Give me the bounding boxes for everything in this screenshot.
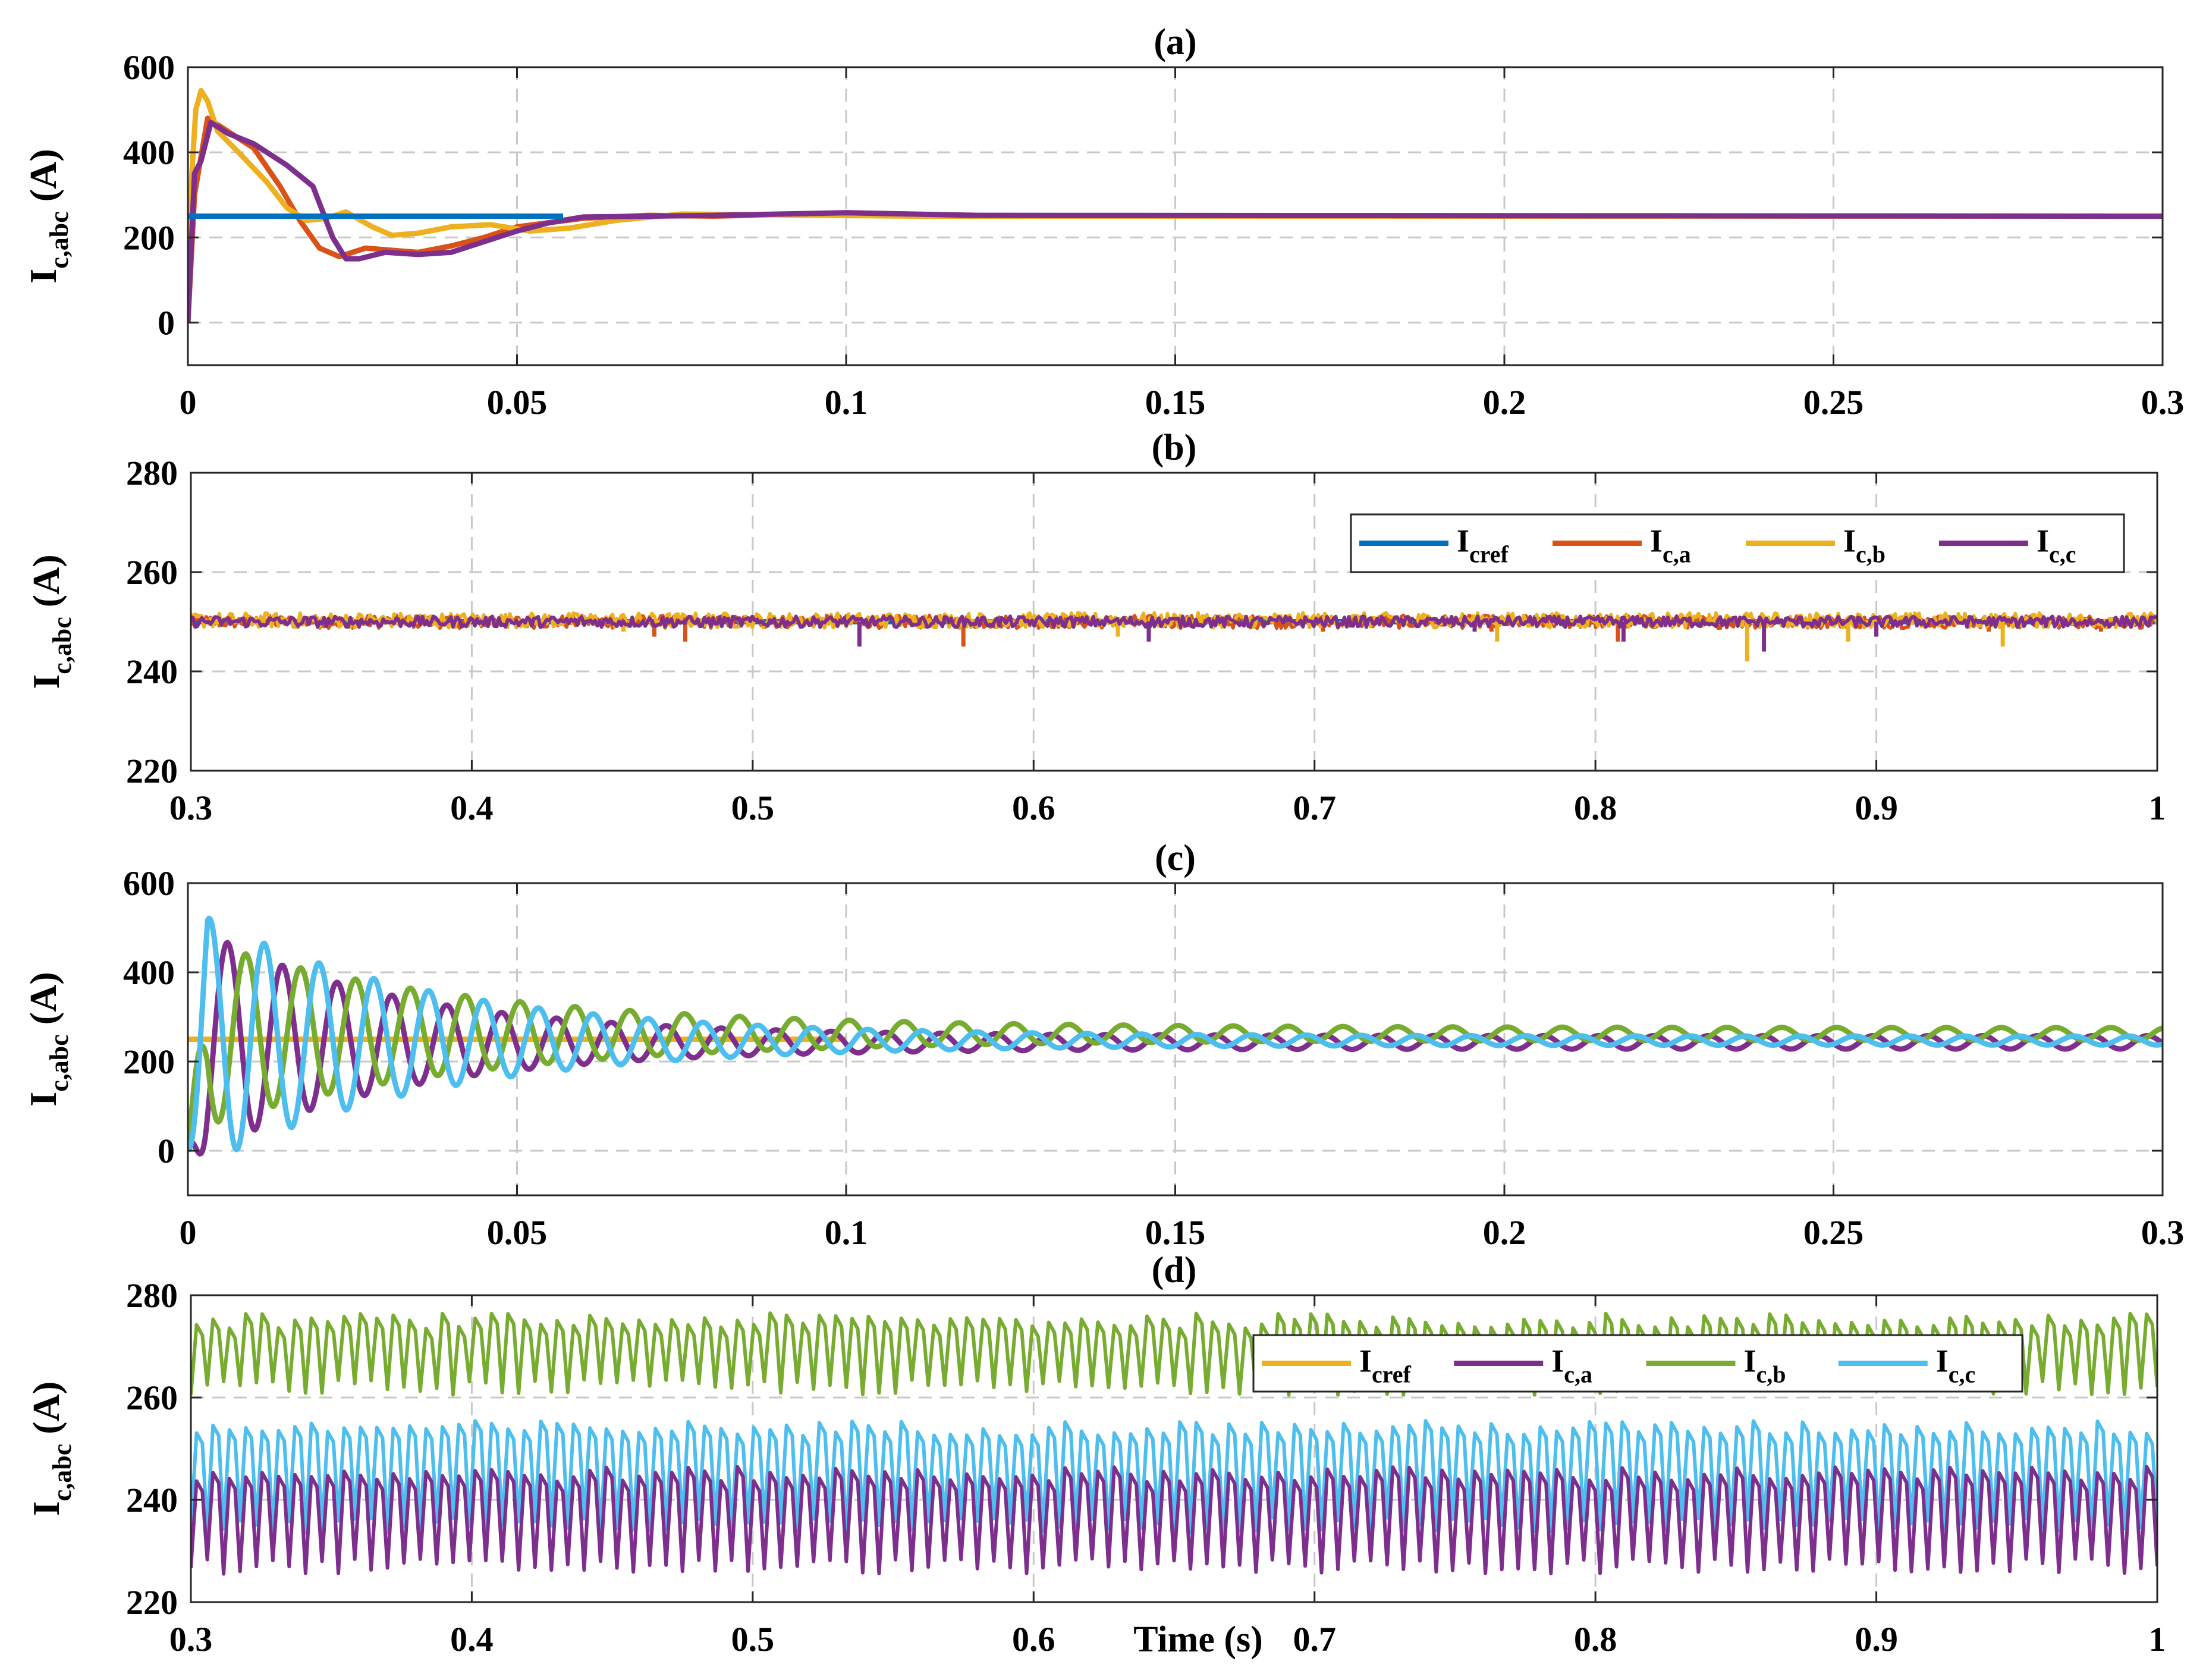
y-axis-label: Ic,abc (A) (25, 1381, 77, 1516)
x-tick-label: 0.8 (1574, 1620, 1617, 1659)
chart-c: 0 0.05 0.1 0.15 0.2 0.25 0.3 0 200 400 600 (c) Ic,ab… (22, 838, 2184, 1252)
y-tick-label: 400 (123, 953, 175, 992)
legend-entry: Icref (1359, 1343, 1412, 1388)
x-tick-label: 1 (2149, 1620, 2166, 1659)
legend-entry: Ic,a (1551, 1343, 1592, 1388)
legend-entry: Ic,c (1936, 1343, 1976, 1388)
legend-entry: Ic,b (1744, 1343, 1786, 1388)
chart-title: (d) (1152, 1250, 1197, 1290)
series-line-I-c-b (188, 87, 2163, 323)
x-tick-label: 1 (2149, 789, 2166, 827)
x-tick-label: 0.3 (2141, 383, 2185, 422)
x-tick-label: 0.3 (2141, 1213, 2185, 1252)
series-line-I-c-c (191, 614, 2157, 629)
legend-entry: Ic,c (2037, 523, 2076, 568)
y-tick-label: 260 (126, 1378, 178, 1417)
legend-d: Icref Ic,a Ic,b Ic,c (1252, 1334, 2023, 1393)
x-tick-label: 0.5 (731, 1620, 775, 1659)
chart-b: 0.3 0.4 0.5 0.6 0.7 0.8 0.9 1 220 240 260 280 (b) Ic,… (25, 428, 2166, 827)
y-tick-label: 220 (126, 1583, 178, 1622)
y-tick-label: 280 (126, 454, 178, 492)
x-tick-label: 0.3 (169, 1620, 213, 1659)
y-tick-label: 400 (123, 133, 175, 172)
y-tick-label: 220 (126, 752, 178, 790)
x-tick-label: 0.3 (169, 789, 213, 827)
chart-a: 0 0.05 0.1 0.15 0.2 0.25 0.3 0 200 400 600 (a) Ic,ab… (22, 22, 2184, 422)
x-tick-label: 0.05 (487, 1213, 548, 1252)
x-tick-label: 0.4 (450, 1620, 494, 1659)
x-tick-label: 0.1 (825, 1213, 868, 1252)
legend-entry: Ic,a (1650, 523, 1691, 568)
x-tick-label: 0 (180, 1213, 197, 1252)
chart-title: (c) (1155, 838, 1196, 878)
chart-d: 0.3 0.4 0.5 0.6 0.7 0.8 0.9 1 220 240 260 280 (d) Ic,… (25, 1250, 2166, 1659)
y-axis-label: Ic,abc (A) (22, 972, 74, 1106)
y-tick-label: 200 (123, 218, 175, 257)
x-tick-label: 0.2 (1483, 383, 1526, 422)
x-tick-label: 0.7 (1293, 789, 1336, 827)
y-tick-label: 240 (126, 1481, 178, 1519)
series-line-I-c-c (191, 1419, 2157, 1535)
y-tick-label: 280 (126, 1276, 178, 1315)
y-tick-label: 600 (123, 864, 175, 903)
x-tick-label: 0.25 (1803, 1213, 1864, 1252)
chart-title: (a) (1154, 22, 1196, 62)
x-tick-label: 0.6 (1012, 789, 1055, 827)
y-tick-label: 240 (126, 652, 178, 691)
series-line-I-c-b (188, 951, 2163, 1151)
x-tick-label: 0.7 (1293, 1620, 1336, 1659)
x-axis-label: Time (s) (1133, 1619, 1263, 1660)
plot-area-b (191, 611, 2157, 662)
plot-area-c (188, 915, 2163, 1157)
legend-b: Icref Ic,a Ic,b Ic,c (1350, 513, 2125, 573)
chart-title: (b) (1152, 428, 1197, 468)
x-tick-label: 0.6 (1012, 1620, 1055, 1659)
series-line-I-c-c (188, 120, 2163, 323)
series-line-I-c-a (191, 1465, 2157, 1576)
axes-frame-b (190, 472, 2158, 772)
x-tick-label: 0.4 (450, 789, 494, 827)
x-tick-label: 0.15 (1145, 383, 1206, 422)
x-tick-label: 0.05 (487, 383, 548, 422)
y-tick-label: 0 (158, 303, 175, 342)
x-tick-label: 0 (180, 383, 197, 422)
series-line-I-c-c (188, 915, 2163, 1153)
x-tick-label: 0.9 (1855, 789, 1898, 827)
y-axis-label: Ic,abc (A) (22, 149, 74, 283)
x-tick-label: 0.9 (1855, 1620, 1898, 1659)
x-tick-label: 0.25 (1803, 383, 1864, 422)
x-tick-label: 0.2 (1483, 1213, 1526, 1252)
x-tick-label: 0.8 (1574, 789, 1617, 827)
legend-entry: Ic,b (1843, 523, 1886, 568)
axes-frame-d (190, 1294, 2158, 1603)
y-tick-label: 260 (126, 553, 178, 592)
y-tick-label: 600 (123, 48, 175, 87)
y-tick-label: 0 (158, 1132, 175, 1170)
legend-entry: Icref (1457, 523, 1509, 568)
x-tick-label: 0.5 (731, 789, 775, 827)
x-tick-label: 0.1 (825, 383, 868, 422)
series-line-I-c-b (191, 611, 2157, 630)
plot-area-a (188, 87, 2163, 323)
y-axis-label: Ic,abc (A) (25, 554, 77, 689)
x-tick-label: 0.15 (1145, 1213, 1206, 1252)
y-tick-label: 200 (123, 1042, 175, 1081)
